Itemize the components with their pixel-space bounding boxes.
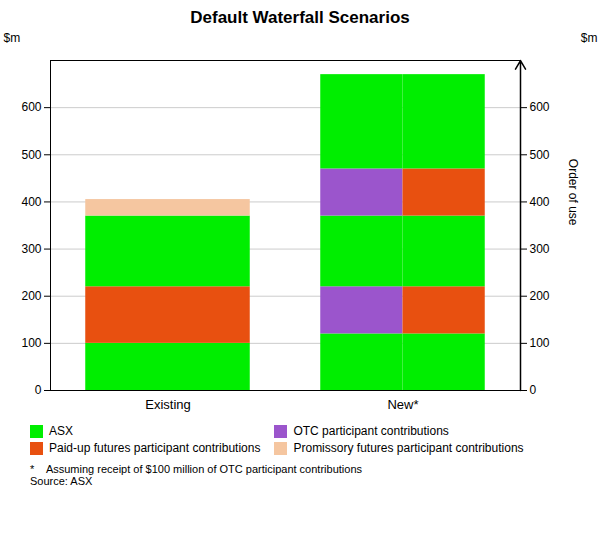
svg-text:$m: $m bbox=[4, 31, 21, 45]
svg-text:Existing: Existing bbox=[145, 397, 191, 412]
svg-text:Order of use: Order of use bbox=[566, 159, 580, 226]
svg-text:100: 100 bbox=[21, 336, 41, 350]
svg-text:400: 400 bbox=[21, 195, 41, 209]
svg-text:$m: $m bbox=[581, 31, 598, 45]
html-text:* Assuming receipt of $100 mil: * Assuming receipt of $100 million of OT… bbox=[30, 463, 362, 475]
svg-text:500: 500 bbox=[530, 148, 550, 162]
svg-text:0: 0 bbox=[530, 383, 537, 397]
html-text:OTC participant contributions: OTC participant contributions bbox=[293, 424, 449, 438]
html-text:Source: ASX: Source: ASX bbox=[30, 475, 93, 487]
svg-text:300: 300 bbox=[530, 242, 550, 256]
html-text:Promissory futures participant: Promissory futures participant contribut… bbox=[293, 441, 524, 455]
svg-text:600: 600 bbox=[21, 100, 41, 114]
svg-text:600: 600 bbox=[530, 100, 550, 114]
html-text:ASX: ASX bbox=[49, 424, 73, 438]
svg-text:0: 0 bbox=[35, 383, 42, 397]
svg-text:300: 300 bbox=[21, 242, 41, 256]
svg-text:500: 500 bbox=[21, 148, 41, 162]
svg-text:400: 400 bbox=[530, 195, 550, 209]
html-text:Paid-up futures participant co: Paid-up futures participant contribution… bbox=[49, 441, 261, 455]
svg-text:200: 200 bbox=[530, 289, 550, 303]
svg-text:200: 200 bbox=[21, 289, 41, 303]
html-text:Default Waterfall Scenarios: Default Waterfall Scenarios bbox=[190, 8, 410, 27]
svg-text:New*: New* bbox=[387, 397, 418, 412]
svg-text:100: 100 bbox=[530, 336, 550, 350]
